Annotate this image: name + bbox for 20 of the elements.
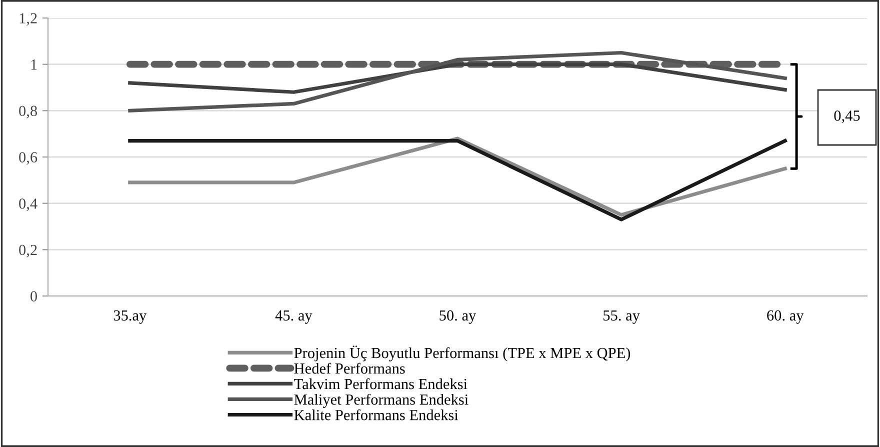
legend-label: Takvim Performans Endeksi xyxy=(294,378,468,390)
x-tick-label: 55. ay xyxy=(604,310,640,324)
x-tick-label: 50. ay xyxy=(440,310,476,324)
x-tick-label: 45. ay xyxy=(275,310,312,324)
y-tick-label: 0,4 xyxy=(19,198,38,211)
line-series xyxy=(128,62,787,94)
legend-label: Hedef Performans xyxy=(294,362,405,374)
x-tick-label: 35.ay xyxy=(114,310,147,324)
x-tick-label: 60. ay xyxy=(767,310,804,324)
y-tick-label: 1,2 xyxy=(20,13,37,26)
legend-label: Maliyet Performans Endeksi xyxy=(294,394,468,408)
legend-label: Projenin Üç Boyutlu Performansı (TPE x MPE x QPE) xyxy=(294,346,630,362)
y-tick-label: 1 xyxy=(31,60,37,70)
y-tick-label: 0 xyxy=(30,291,37,302)
y-tick-label: 0,8 xyxy=(19,106,37,118)
y-tick-label: 0,6 xyxy=(19,152,38,165)
legend-label: Kalite Performans Endeksi xyxy=(294,409,458,420)
line-series xyxy=(128,50,787,112)
y-tick-label: 0,2 xyxy=(19,244,37,258)
annotation: 0,45 xyxy=(834,110,860,124)
